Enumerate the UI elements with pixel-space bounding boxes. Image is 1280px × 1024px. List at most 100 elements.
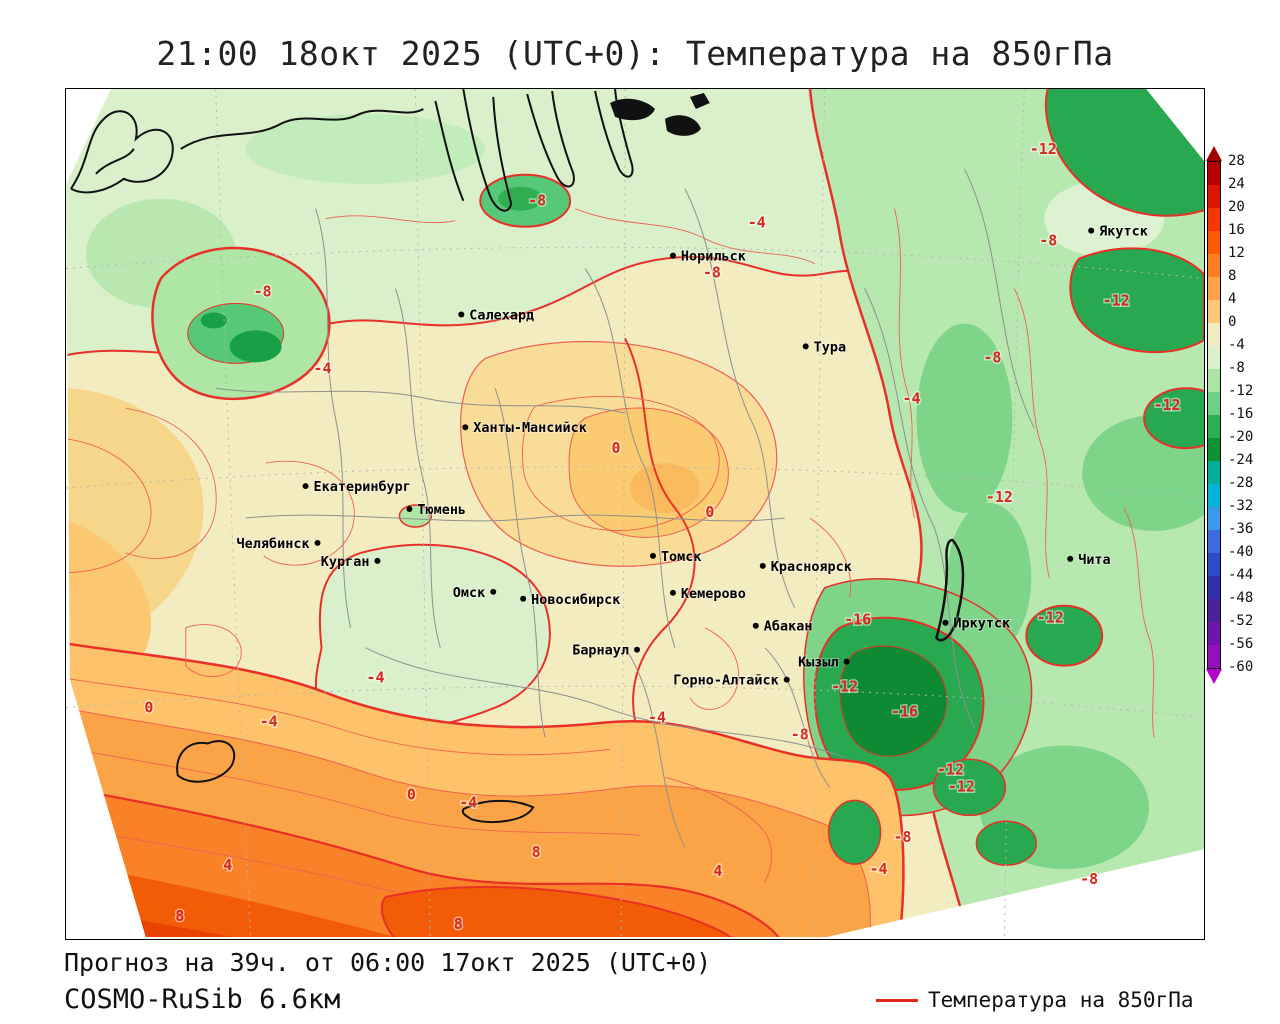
city-marker: Якутск bbox=[1088, 223, 1149, 241]
city-dot bbox=[458, 311, 465, 318]
colorbar-segment bbox=[1208, 576, 1220, 599]
contour-value-label: 0 bbox=[612, 439, 621, 457]
contour-value-label: -8 bbox=[528, 192, 546, 210]
city-marker: Салехард bbox=[458, 306, 535, 324]
city-label: Томск bbox=[661, 549, 702, 565]
city-dot bbox=[490, 588, 497, 595]
city-dot bbox=[649, 552, 656, 559]
colorbar-segment bbox=[1208, 323, 1220, 346]
colorbar-segment bbox=[1208, 461, 1220, 484]
city-marker: Горно-Алтайск bbox=[672, 672, 790, 690]
colorbar-tick-label: 8 bbox=[1228, 268, 1237, 284]
colorbar-segment bbox=[1208, 392, 1220, 415]
colorbar-segment bbox=[1208, 208, 1220, 231]
city-label: Тюмень bbox=[417, 502, 466, 518]
colorbar-tick-label: -28 bbox=[1228, 475, 1254, 491]
colorbar-tick-label: -16 bbox=[1228, 406, 1254, 422]
colorbar-segment bbox=[1208, 599, 1220, 622]
contour-value-label: 0 bbox=[705, 503, 714, 521]
contour-value-label: -4 bbox=[748, 214, 766, 232]
city-dot bbox=[802, 343, 809, 350]
city-marker: Омск bbox=[452, 584, 497, 602]
city-label: Омск bbox=[453, 585, 485, 601]
city-dot bbox=[752, 622, 759, 629]
colorbar-tick-label: 16 bbox=[1228, 222, 1245, 238]
city-dot bbox=[843, 658, 850, 665]
lake-baikal-outline bbox=[935, 538, 965, 642]
contour-value-label: -4 bbox=[870, 860, 888, 878]
city-label: Якутск bbox=[1099, 224, 1148, 240]
colorbar-segment bbox=[1208, 645, 1220, 668]
colorbar-scale bbox=[1207, 161, 1221, 669]
colorbar-arrow-up-icon bbox=[1206, 146, 1222, 161]
contour-value-label: -12 bbox=[937, 760, 964, 778]
colorbar-arrow-down-icon bbox=[1206, 669, 1222, 684]
colorbar-tick-label: -52 bbox=[1228, 613, 1254, 629]
city-marker: Норильск bbox=[669, 248, 747, 266]
contour-value-label: -4 bbox=[903, 389, 921, 407]
colorbar-segment bbox=[1208, 162, 1220, 185]
contour-value-label: -8 bbox=[894, 828, 912, 846]
colorbar-tick-label: -60 bbox=[1228, 659, 1254, 675]
city-markers: Норильск Салехард Тура Якутск Ханты-Мансийск… bbox=[236, 223, 1149, 690]
islands bbox=[610, 92, 710, 136]
city-dot bbox=[669, 252, 676, 259]
city-marker: Тюмень bbox=[406, 501, 467, 519]
city-marker: Кызыл bbox=[797, 654, 850, 672]
city-label: Челябинск bbox=[237, 536, 310, 552]
colorbar-tick-label: -40 bbox=[1228, 544, 1254, 560]
city-label: Абакан bbox=[764, 619, 813, 635]
city-marker: Екатеринбург bbox=[302, 478, 412, 496]
forecast-info: Прогноз на 39ч. от 06:00 17окт 2025 (UTC… bbox=[64, 948, 712, 977]
city-label: Кемерово bbox=[681, 586, 746, 602]
graticule bbox=[66, 89, 1204, 939]
city-label: Красноярск bbox=[771, 559, 852, 575]
contour-value-label: 8 bbox=[454, 915, 463, 933]
colorbar-tick-label: -44 bbox=[1228, 567, 1254, 583]
city-dot bbox=[634, 646, 640, 653]
minor-contours bbox=[66, 208, 1155, 893]
contour-value-label: -12 bbox=[1154, 396, 1181, 414]
colorbar-segment bbox=[1208, 438, 1220, 461]
contour-value-label: -8 bbox=[1080, 870, 1098, 888]
contour-value-label: -4 bbox=[648, 709, 666, 727]
city-label: Барнаул bbox=[572, 643, 629, 659]
colorbar-segment bbox=[1208, 346, 1220, 369]
contour-value-label: -12 bbox=[1030, 140, 1057, 158]
colorbar-tick-label: -24 bbox=[1228, 452, 1254, 468]
contour-value-label: -12 bbox=[831, 678, 858, 696]
contour-value-label: -8 bbox=[983, 348, 1001, 366]
city-marker: Новосибирск bbox=[520, 591, 621, 609]
colorbar-segment bbox=[1208, 369, 1220, 392]
colorbar-tick-label: -12 bbox=[1228, 383, 1254, 399]
city-label: Иркутск bbox=[953, 616, 1010, 632]
colorbar-segment bbox=[1208, 507, 1220, 530]
page-title: 21:00 18окт 2025 (UTC+0): Температура на… bbox=[156, 34, 1114, 73]
city-label: Салехард bbox=[469, 307, 534, 323]
coastlines bbox=[70, 89, 965, 823]
city-marker: Ханты-Мансийск bbox=[462, 419, 588, 437]
contour-value-label: -16 bbox=[844, 611, 871, 629]
colorbar-tick-label: 4 bbox=[1228, 291, 1237, 307]
city-label: Кызыл bbox=[798, 655, 839, 671]
city-dot bbox=[462, 424, 469, 431]
map-svg: -8 -4 -12 -8 -8 -8 -12 -8 -4 -4 -12 0 -12 0 -16 -12 -4 -1… bbox=[66, 89, 1204, 939]
contour-value-label: -4 bbox=[314, 359, 332, 377]
contour-value-label: -4 bbox=[459, 793, 477, 811]
contour-value-label: -12 bbox=[948, 777, 975, 795]
colorbar-segment bbox=[1208, 300, 1220, 323]
colorbar-tick-label: -36 bbox=[1228, 521, 1254, 537]
city-label: Ханты-Мансийск bbox=[473, 420, 587, 436]
contour-labels: -8 -4 -12 -8 -8 -8 -12 -8 -4 -4 -12 0 -12 0 -16 -12 -4 -1… bbox=[143, 138, 1182, 934]
contour-value-label: -4 bbox=[260, 713, 278, 731]
city-marker: Кемерово bbox=[669, 585, 747, 603]
contour-value-label: -8 bbox=[254, 283, 272, 301]
colorbar-tick-label: 24 bbox=[1228, 176, 1245, 192]
map-canvas: -8 -4 -12 -8 -8 -8 -12 -8 -4 -4 -12 0 -12 0 -16 -12 -4 -1… bbox=[65, 88, 1205, 940]
city-dot bbox=[669, 589, 676, 596]
contour-value-label: -12 bbox=[1103, 291, 1130, 309]
city-label: Курган bbox=[321, 554, 370, 570]
contour-value-label: -4 bbox=[366, 669, 384, 687]
colorbar-tick-label: -8 bbox=[1228, 360, 1245, 376]
